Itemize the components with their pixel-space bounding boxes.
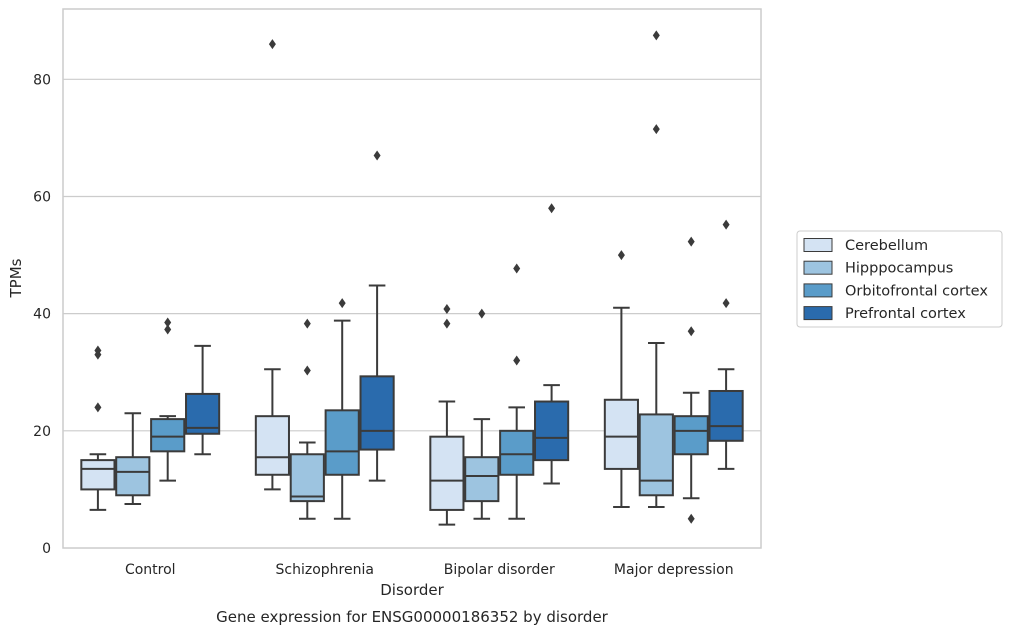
box-group — [673, 236, 709, 524]
legend-label: Prefrontal cortex — [845, 306, 966, 322]
box-group — [359, 150, 395, 482]
box-group — [185, 344, 221, 456]
legend-label: Cerebellum — [845, 238, 928, 254]
legend-frame — [796, 230, 1003, 328]
outlier-point — [373, 150, 381, 161]
box — [638, 413, 674, 497]
legend-swatch — [803, 238, 833, 252]
box — [359, 375, 395, 451]
box — [464, 456, 500, 503]
box-group — [464, 308, 500, 520]
outlier-point — [652, 30, 660, 41]
outlier-point — [303, 318, 311, 329]
box — [534, 400, 570, 462]
box-group — [429, 303, 465, 526]
outlier-point — [164, 317, 172, 328]
outlier-point — [722, 219, 730, 230]
outlier-point — [338, 298, 346, 309]
box — [289, 453, 325, 503]
box — [603, 398, 639, 470]
box-plots — [80, 30, 744, 526]
outlier-point — [513, 263, 521, 274]
outlier-point — [722, 298, 730, 309]
outlier-point — [94, 345, 102, 356]
outlier-point — [303, 365, 311, 376]
legend: Cerebellum Hipppocampus Orbitofrontal cort… — [796, 230, 1003, 328]
box-group — [534, 203, 570, 485]
outlier-point — [687, 236, 695, 247]
outlier-point — [513, 355, 521, 366]
box-group — [638, 30, 674, 508]
y-tick-label: 0 — [42, 541, 51, 557]
x-tick-labels: Control Schizophrenia Bipolar disorder Majo… — [125, 562, 734, 578]
x-tick-label: Bipolar disorder — [444, 562, 555, 578]
legend-label: Hipppocampus — [845, 261, 953, 277]
box-group — [603, 250, 639, 508]
box — [115, 456, 151, 497]
box-group — [115, 412, 151, 506]
y-tick-labels: 0 20 40 60 80 — [33, 72, 51, 557]
y-tick-label: 60 — [33, 189, 51, 205]
box — [254, 415, 290, 476]
legend-swatch — [803, 260, 833, 275]
box-group — [499, 263, 535, 520]
box-group — [289, 318, 325, 520]
outlier-point — [94, 402, 102, 413]
box-group — [254, 39, 290, 491]
outlier-point — [443, 318, 451, 329]
legend-swatch — [803, 306, 833, 321]
outlier-point — [548, 203, 556, 214]
x-tick-label: Major depression — [614, 562, 734, 578]
outlier-point — [164, 324, 172, 335]
outlier-point — [268, 39, 276, 50]
outlier-point — [652, 124, 660, 135]
outlier-point — [617, 250, 625, 261]
box-group — [150, 317, 186, 482]
box-group — [708, 219, 744, 470]
box — [324, 409, 360, 476]
x-axis-label: Disorder — [380, 581, 444, 599]
outlier-point — [443, 303, 451, 314]
y-axis-label: TPMs — [7, 258, 25, 298]
x-tick-label: Schizophrenia — [276, 562, 374, 578]
chart-caption: Gene expression for ENSG00000186352 by d… — [216, 608, 609, 626]
legend-swatch — [803, 283, 833, 298]
box — [80, 459, 116, 491]
box — [429, 435, 465, 511]
box — [708, 389, 744, 442]
outlier-point — [687, 513, 695, 524]
box-group — [324, 298, 360, 520]
y-tick-label: 20 — [33, 424, 51, 440]
outlier-point — [687, 326, 695, 337]
box-group — [80, 345, 116, 511]
box — [673, 415, 709, 456]
legend-label: Orbitofrontal cortex — [845, 283, 988, 299]
plot-frame — [62, 8, 762, 549]
x-tick-label: Control — [125, 562, 176, 578]
y-tick-label: 80 — [33, 72, 51, 88]
y-tick-label: 40 — [33, 307, 51, 323]
box — [499, 429, 535, 476]
outlier-point — [478, 308, 486, 319]
box — [150, 418, 186, 453]
